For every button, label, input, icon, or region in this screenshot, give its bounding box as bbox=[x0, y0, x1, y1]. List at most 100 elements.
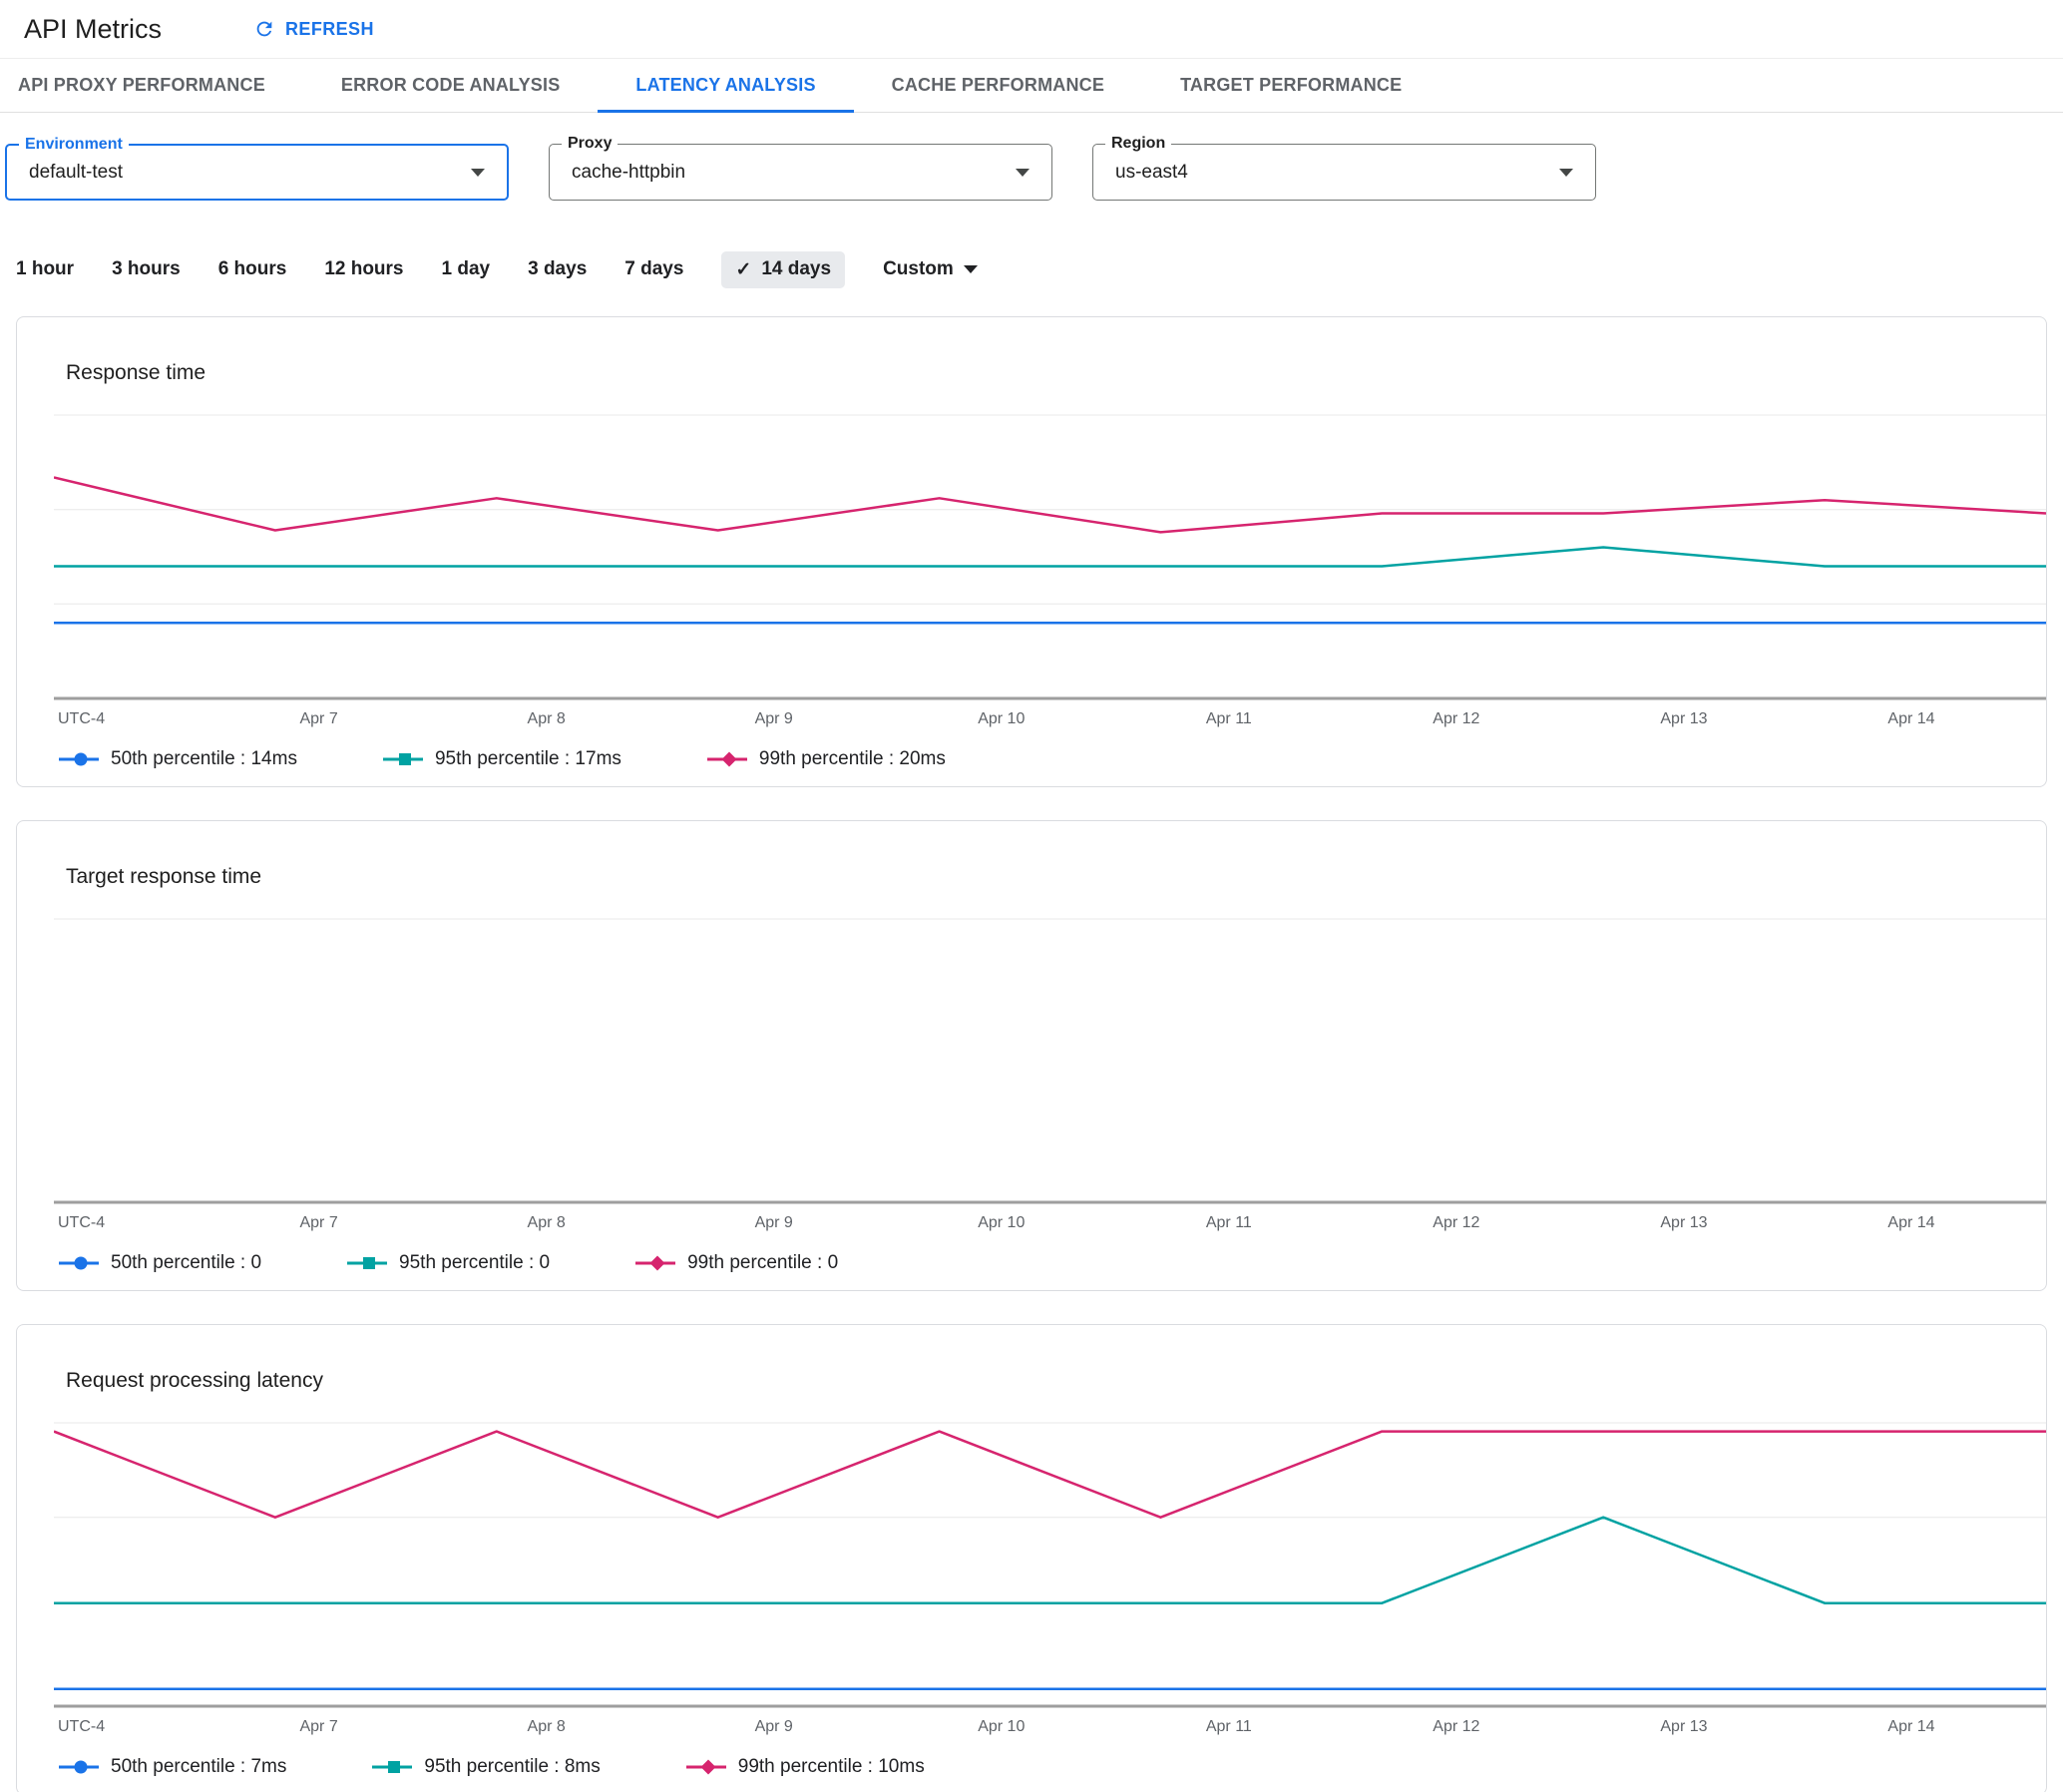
legend-marker-circle-icon bbox=[59, 1256, 99, 1270]
chart-legend: 50th percentile : 14ms 95th percentile : … bbox=[59, 748, 2046, 770]
x-axis-label: Apr 11 bbox=[1205, 1718, 1252, 1735]
chart-title: Response time bbox=[66, 361, 206, 384]
time-range-1-hour[interactable]: 1 hour bbox=[16, 258, 74, 280]
legend-label: 99th percentile : 10ms bbox=[737, 1756, 925, 1777]
dropdown-arrow-icon bbox=[963, 265, 978, 273]
legend-item-99th-percentile[interactable]: 99th percentile : 0 bbox=[635, 1252, 838, 1274]
dropdown-arrow-icon bbox=[471, 168, 485, 177]
series-line-99th-percentile bbox=[54, 476, 2046, 534]
legend-marker-diamond-icon bbox=[635, 1255, 676, 1271]
dropdown-arrow-icon bbox=[1016, 168, 1030, 177]
x-axis-label: Apr 11 bbox=[1205, 710, 1252, 727]
timezone-label: UTC-4 bbox=[58, 1718, 106, 1735]
time-range-label: 3 hours bbox=[112, 258, 181, 279]
time-range-label: Custom bbox=[883, 258, 954, 279]
legend-label: 99th percentile : 20ms bbox=[758, 748, 946, 769]
proxy-select[interactable]: Proxy cache-httpbin bbox=[549, 135, 1052, 201]
region-select-label: Region bbox=[1105, 135, 1172, 153]
filter-row: Environment default-test Proxy cache-httpbi… bbox=[5, 135, 2063, 201]
x-axis-label: Apr 8 bbox=[527, 710, 566, 727]
legend-item-95th-percentile[interactable]: 95th percentile : 8ms bbox=[372, 1756, 601, 1778]
time-range-3-hours[interactable]: 3 hours bbox=[112, 258, 181, 280]
time-range-14-days[interactable]: ✓ 14 days bbox=[721, 250, 846, 288]
chart-card-request-processing-latency: Request processing latency UTC-4 Apr 7 Apr … bbox=[16, 1324, 2047, 1792]
series-line-99th-percentile bbox=[54, 1430, 2046, 1519]
x-axis-label: Apr 13 bbox=[1660, 1214, 1708, 1231]
proxy-select-label: Proxy bbox=[562, 135, 619, 153]
time-range-label: 1 hour bbox=[16, 258, 75, 279]
time-range-custom[interactable]: Custom bbox=[883, 258, 978, 280]
chart-card-target-response-time: Target response time UTC-4 Apr 7 Apr 8 Apr 9… bbox=[16, 820, 2047, 1291]
chart-legend: 50th percentile : 0 95th percentile : 0 99… bbox=[59, 1252, 2046, 1274]
x-axis-label: Apr 12 bbox=[1433, 1214, 1480, 1231]
legend-label: 50th percentile : 0 bbox=[111, 1252, 262, 1273]
time-range-7-days[interactable]: 7 days bbox=[624, 258, 683, 280]
environment-select-label: Environment bbox=[19, 136, 129, 154]
legend-item-95th-percentile[interactable]: 95th percentile : 0 bbox=[347, 1252, 550, 1274]
time-range-6-hours[interactable]: 6 hours bbox=[218, 258, 287, 280]
tab-error-code-analysis[interactable]: ERROR CODE ANALYSIS bbox=[340, 75, 561, 95]
chart-plot bbox=[54, 414, 2046, 700]
x-axis-label: Apr 10 bbox=[978, 1214, 1026, 1231]
x-axis-label: Apr 13 bbox=[1660, 710, 1708, 727]
legend-item-50th-percentile[interactable]: 50th percentile : 7ms bbox=[59, 1756, 286, 1778]
time-range-label: 6 hours bbox=[217, 258, 287, 279]
tab-bar: API PROXY PERFORMANCE ERROR CODE ANALYSIS… bbox=[0, 58, 2063, 113]
x-axis-label: Apr 14 bbox=[1887, 1718, 1935, 1735]
x-axis-label: Apr 13 bbox=[1660, 1718, 1708, 1735]
legend-label: 95th percentile : 17ms bbox=[434, 748, 621, 769]
x-axis-label: Apr 10 bbox=[978, 710, 1026, 727]
time-range-row: 1 hour 3 hours 6 hours 12 hours 1 day 3 days 7… bbox=[16, 250, 2063, 288]
timezone-label: UTC-4 bbox=[58, 710, 106, 727]
legend-marker-square-icon bbox=[372, 1761, 413, 1773]
x-axis-label: Apr 9 bbox=[754, 1214, 793, 1231]
environment-select-value: default-test bbox=[29, 161, 123, 183]
x-axis-label: Apr 12 bbox=[1433, 710, 1480, 727]
tab-cache-performance[interactable]: CACHE PERFORMANCE bbox=[891, 75, 1105, 95]
legend-item-50th-percentile[interactable]: 50th percentile : 0 bbox=[59, 1252, 261, 1274]
time-range-label: 12 hours bbox=[324, 258, 404, 279]
x-axis-labels: UTC-4 Apr 7 Apr 8 Apr 9 Apr 10 Apr 11 Apr 12 Ap… bbox=[54, 710, 2046, 732]
time-range-1-day[interactable]: 1 day bbox=[442, 258, 491, 280]
x-axis-label: Apr 12 bbox=[1433, 1718, 1480, 1735]
legend-item-99th-percentile[interactable]: 99th percentile : 20ms bbox=[706, 748, 946, 770]
refresh-button[interactable]: REFRESH bbox=[253, 18, 374, 40]
region-select[interactable]: Region us-east4 bbox=[1092, 135, 1596, 201]
x-axis-label: Apr 8 bbox=[527, 1718, 566, 1735]
legend-marker-square-icon bbox=[382, 753, 423, 765]
x-axis-label: Apr 10 bbox=[978, 1718, 1026, 1735]
legend-marker-square-icon bbox=[347, 1257, 388, 1269]
legend-label: 95th percentile : 8ms bbox=[424, 1756, 601, 1777]
refresh-icon bbox=[256, 21, 272, 37]
time-range-label: 3 days bbox=[528, 258, 588, 279]
tab-api-proxy-performance[interactable]: API PROXY PERFORMANCE bbox=[18, 75, 265, 95]
chart-plot bbox=[54, 918, 2046, 1204]
time-range-12-hours[interactable]: 12 hours bbox=[324, 258, 403, 280]
time-range-3-days[interactable]: 3 days bbox=[528, 258, 587, 280]
time-range-label: 7 days bbox=[624, 258, 684, 279]
chart-plot bbox=[54, 1422, 2046, 1708]
page-title: API Metrics bbox=[24, 13, 163, 44]
tab-latency-analysis[interactable]: LATENCY ANALYSIS bbox=[598, 59, 854, 113]
x-axis-label: Apr 7 bbox=[299, 1214, 338, 1231]
page-header: API Metrics REFRESH bbox=[0, 0, 2063, 58]
chart-title: Request processing latency bbox=[66, 1369, 323, 1392]
tab-target-performance[interactable]: TARGET PERFORMANCE bbox=[1180, 75, 1403, 95]
check-icon: ✓ bbox=[735, 258, 752, 280]
chart-title: Target response time bbox=[66, 865, 262, 888]
legend-item-99th-percentile[interactable]: 99th percentile : 10ms bbox=[685, 1756, 925, 1778]
x-axis-label: Apr 8 bbox=[527, 1214, 566, 1231]
refresh-label: REFRESH bbox=[285, 18, 374, 39]
chart-legend: 50th percentile : 7ms 95th percentile : 8… bbox=[59, 1756, 2046, 1778]
legend-marker-diamond-icon bbox=[706, 751, 747, 767]
x-axis-label: Apr 14 bbox=[1887, 710, 1935, 727]
x-axis-label: Apr 7 bbox=[299, 710, 338, 727]
x-axis-label: Apr 7 bbox=[299, 1718, 338, 1735]
environment-select[interactable]: Environment default-test bbox=[5, 136, 509, 201]
legend-item-95th-percentile[interactable]: 95th percentile : 17ms bbox=[382, 748, 621, 770]
timezone-label: UTC-4 bbox=[58, 1214, 106, 1231]
x-axis-label: Apr 14 bbox=[1887, 1214, 1935, 1231]
legend-item-50th-percentile[interactable]: 50th percentile : 14ms bbox=[59, 748, 297, 770]
dropdown-arrow-icon bbox=[1559, 168, 1573, 177]
chart-card-response-time: Response time UTC-4 Apr 7 Apr 8 Apr 9 Apr 10 A… bbox=[16, 316, 2047, 787]
